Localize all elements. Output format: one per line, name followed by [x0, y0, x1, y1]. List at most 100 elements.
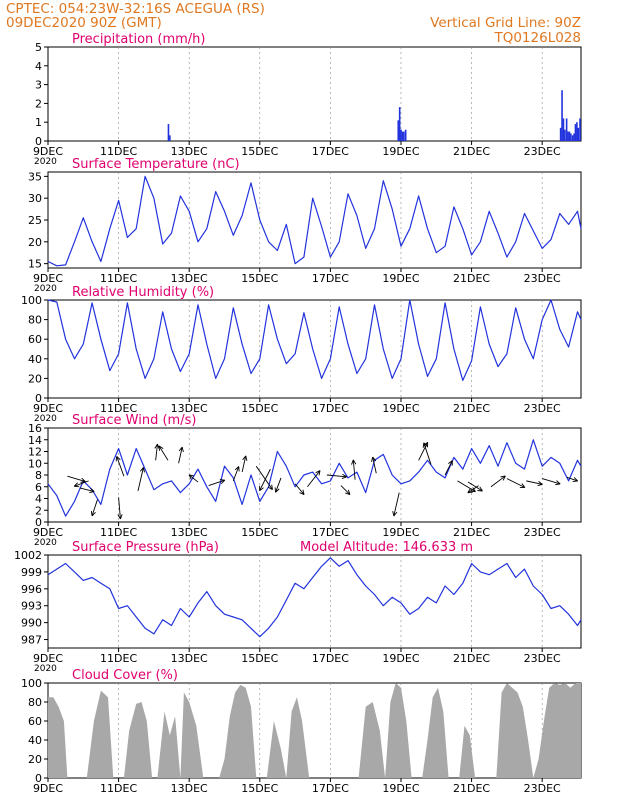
precip-bar	[397, 120, 400, 141]
wind-arrow-head	[219, 479, 226, 484]
x-tick-label: 17DEC	[312, 526, 349, 539]
precip-bar	[573, 133, 575, 141]
x-tick-label: 11DEC	[100, 652, 137, 665]
wind-arrow-shaft	[74, 480, 89, 487]
wind-arrow-head	[158, 445, 164, 451]
wind-arrow-shaft	[467, 481, 483, 492]
y-tick-label: 0	[35, 135, 42, 148]
x-tick-label: 21DEC	[453, 145, 490, 158]
x-tick-label: 13DEC	[171, 402, 208, 415]
y-tick-label: 990	[21, 617, 42, 630]
wind-arrow	[158, 445, 169, 461]
x-tick-label: 19DEC	[382, 782, 419, 795]
wind-arrow-head	[115, 456, 121, 462]
wind-arrow-shaft	[526, 480, 543, 485]
x-tick-label: 9DEC	[33, 145, 63, 158]
panel-rh: 0 20 40 60 80 100 9DEC 11DEC 13DEC 15DEC 17DEC 19DE…	[21, 285, 582, 424]
wind-arrow	[188, 474, 199, 483]
x-tick-label: 13DEC	[171, 272, 208, 285]
wind-arrow-head	[422, 442, 428, 448]
wind-arrow-head	[448, 460, 453, 466]
wind-arrow-shaft	[118, 497, 121, 519]
wind-arrow-shaft	[255, 465, 273, 490]
wind-arrow-head	[477, 486, 483, 492]
wind-arrow	[73, 480, 89, 488]
precip-bar	[565, 118, 568, 141]
y-tick-label: 10	[28, 457, 42, 470]
wind-arrow	[351, 459, 357, 480]
precip-bar	[568, 131, 571, 141]
wind-arrow	[542, 478, 561, 486]
y-tick-label: 30	[28, 192, 42, 205]
wind-arrow	[566, 476, 578, 483]
wind-arrow-head	[274, 487, 280, 493]
y-tick-label: 0	[35, 772, 42, 785]
wind-arrow	[294, 483, 305, 496]
y-tick-label: 20	[28, 236, 42, 249]
wind-arrow-head	[351, 459, 357, 465]
precip-bar	[167, 124, 170, 141]
precip-bar	[169, 135, 171, 141]
x-tick-label: 21DEC	[453, 782, 490, 795]
y-tick-label: 0	[35, 516, 42, 529]
x-tick-label: 15DEC	[241, 652, 278, 665]
x-tick-label: 23DEC	[524, 145, 561, 158]
wind-arrow-shaft	[423, 442, 432, 465]
wind-arrow	[467, 485, 479, 494]
x-tick-label: 23DEC	[524, 526, 561, 539]
x-tick-label: 15DEC	[241, 272, 278, 285]
x-tick-label: 11DEC	[100, 402, 137, 415]
panel-title: Surface Pressure (hPa)	[72, 540, 219, 555]
wind-arrow	[241, 455, 248, 473]
wind-arrow-shaft	[506, 478, 526, 488]
wind-arrow-head	[73, 482, 80, 488]
wind-arrow-shaft	[91, 499, 98, 517]
wind-arrow-head	[345, 489, 351, 495]
x-tick-label: 9DEC	[33, 782, 63, 795]
wind-arrow	[444, 460, 453, 476]
x-tick-label: 19DEC	[382, 402, 419, 415]
wind-arrow-head	[315, 470, 321, 476]
wind-arrow	[259, 468, 271, 492]
panel-temp: 15 20 25 30 35 9DEC 11DEC 13DEC 15DEC 17DEC 19DEC 2…	[28, 157, 582, 294]
y-tick-label: 40	[28, 353, 42, 366]
wind-arrow	[307, 470, 321, 488]
y-tick-label: 100	[21, 677, 42, 690]
y-tick-label: 0	[35, 392, 42, 405]
x-tick-label: 9DEC	[33, 652, 63, 665]
x-tick-label: 13DEC	[171, 652, 208, 665]
panel-title: Relative Humidity (%)	[72, 285, 214, 300]
x-tick-label: 21DEC	[453, 652, 490, 665]
header-run-date: 09DEC2020 90Z (GMT)	[6, 15, 162, 31]
x-tick-label: 19DEC	[382, 272, 419, 285]
wind-arrow-head	[371, 456, 377, 463]
x-tick-label: 15DEC	[241, 526, 278, 539]
wind-arrow-head	[242, 455, 248, 461]
wind-arrow	[67, 475, 86, 483]
x-tick-label: 23DEC	[524, 402, 561, 415]
precip-bar	[561, 90, 563, 141]
precip-bar	[404, 129, 407, 141]
x-tick-label: 9DEC	[33, 402, 63, 415]
wind-arrow-shaft	[307, 470, 321, 488]
wind-arrow-head	[139, 467, 145, 473]
wind-arrow-head	[519, 483, 526, 488]
wind-arrow-head	[80, 477, 86, 483]
wind-arrow-shaft	[158, 445, 169, 461]
x-tick-label: 23DEC	[524, 652, 561, 665]
wind-arrow-shaft	[208, 479, 225, 487]
x-tick-label: 19DEC	[382, 652, 419, 665]
precip-bar	[579, 118, 581, 141]
pressure-series-line	[47, 557, 582, 638]
wind-arrow-shaft	[372, 456, 377, 474]
x-tick-label: 15DEC	[241, 145, 278, 158]
x-tick-label: 19DEC	[382, 145, 419, 158]
wind-arrow	[371, 456, 377, 474]
wind-arrow	[79, 487, 95, 493]
y-tick-label: 2	[35, 504, 42, 517]
y-tick-label: 993	[21, 600, 42, 613]
y-tick-label: 15	[28, 258, 42, 271]
x-tick-label: 21DEC	[453, 526, 490, 539]
panel-title: Cloud Cover (%)	[72, 668, 178, 683]
